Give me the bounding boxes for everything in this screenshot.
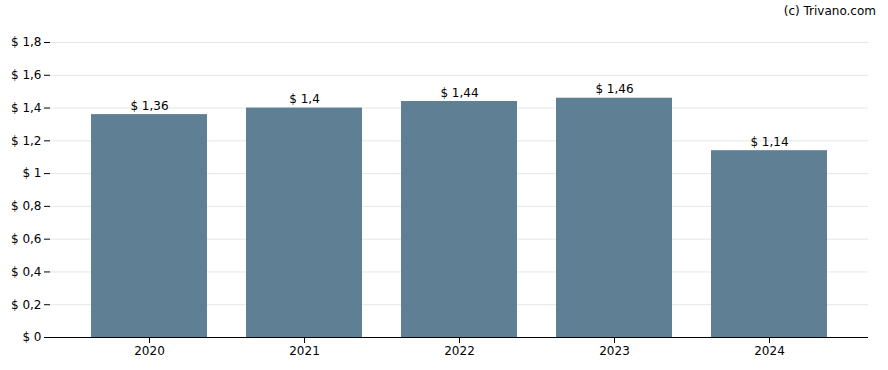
svg-text:$ 0,8: $ 0,8 — [11, 199, 42, 213]
svg-text:$ 1,46: $ 1,46 — [595, 82, 633, 96]
svg-text:$ 1,44: $ 1,44 — [440, 86, 478, 100]
svg-text:2021: 2021 — [289, 344, 320, 358]
svg-text:$ 1,2: $ 1,2 — [11, 134, 42, 148]
html-text:(c) Trivano.com: (c) Trivano.com — [783, 4, 876, 18]
svg-text:$ 1,14: $ 1,14 — [750, 135, 788, 149]
svg-text:2024: 2024 — [754, 344, 785, 358]
svg-text:$ 1,36: $ 1,36 — [130, 99, 168, 113]
svg-text:$ 0: $ 0 — [22, 330, 41, 344]
svg-text:2022: 2022 — [444, 344, 475, 358]
svg-text:2023: 2023 — [599, 344, 630, 358]
svg-text:$ 1,6: $ 1,6 — [11, 68, 42, 82]
svg-text:$ 1,4: $ 1,4 — [289, 92, 320, 106]
svg-text:$ 1,8: $ 1,8 — [11, 35, 42, 49]
svg-text:$ 1: $ 1 — [22, 166, 41, 180]
svg-text:2020: 2020 — [134, 344, 165, 358]
svg-text:$ 0,2: $ 0,2 — [11, 298, 42, 312]
svg-text:$ 0,4: $ 0,4 — [11, 265, 42, 279]
svg-text:$ 0,6: $ 0,6 — [11, 232, 42, 246]
svg-text:$ 1,4: $ 1,4 — [11, 101, 42, 115]
